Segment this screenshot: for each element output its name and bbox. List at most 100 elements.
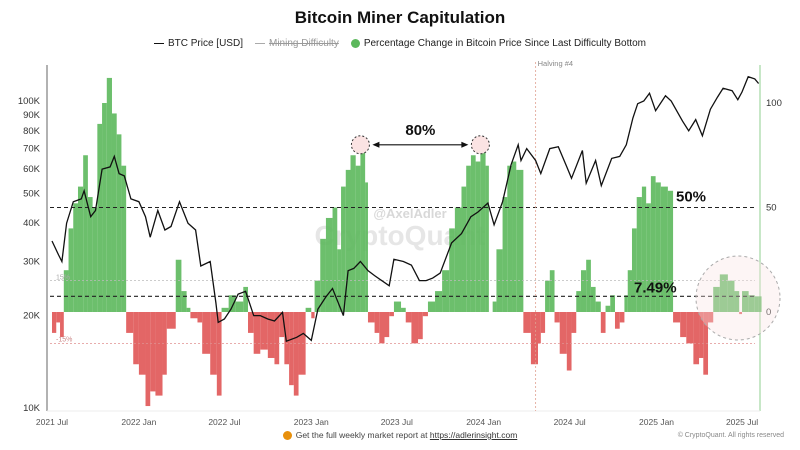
pct-bar: [305, 307, 312, 312]
pct-bar: [379, 312, 385, 344]
x-tick-label: 2023 Jul: [381, 417, 413, 427]
pct-bar: [401, 307, 406, 312]
pct-bar: [650, 176, 656, 312]
pct-bar: [667, 190, 674, 312]
legend-item-pct-change[interactable]: Percentage Change in Bitcoin Price Since…: [350, 38, 647, 49]
pct-bar: [523, 312, 531, 333]
arrow-head-icon: [461, 141, 469, 148]
pct-bar: [758, 296, 762, 312]
pct-bar: [175, 259, 182, 312]
pct-bar: [646, 203, 651, 312]
pct-bar: [92, 207, 98, 312]
pct-bar: [610, 295, 615, 312]
pct-bar: [418, 312, 423, 340]
dot-swatch-icon: [350, 39, 360, 48]
footer-link[interactable]: https://adlerinsight.com: [429, 430, 518, 440]
x-tick-label: 2023 Jan: [294, 417, 329, 427]
pct-bar: [150, 312, 156, 392]
pct-bar: [624, 295, 628, 312]
pct-bar: [708, 312, 714, 323]
pct-bar: [571, 312, 577, 333]
pct-bar: [427, 301, 436, 312]
pct-bar: [367, 312, 375, 323]
legend-item-btc-price[interactable]: BTC Price [USD]: [153, 38, 243, 49]
pct-bar: [345, 169, 351, 312]
pct-bar: [673, 312, 681, 323]
x-tick-label: 2021 Jul: [36, 417, 68, 427]
pct-bar: [216, 312, 222, 396]
pct-bar: [279, 312, 285, 338]
pct-bar: [374, 312, 380, 333]
pct-bar: [311, 312, 315, 319]
pct-bar: [748, 295, 755, 312]
pct-bar: [121, 165, 127, 312]
pct-bar: [559, 312, 567, 354]
pct-bar: [554, 312, 560, 323]
right-tick-label: 50: [766, 203, 777, 214]
pct-bar: [235, 301, 244, 312]
pct-bar: [243, 286, 249, 312]
pct-bar: [60, 312, 64, 338]
pct-bar: [274, 312, 280, 365]
reference-label-15: 15%: [56, 275, 70, 282]
pct-bar: [586, 259, 591, 312]
line-swatch-icon: [254, 42, 265, 45]
pct-bar: [355, 165, 361, 312]
pct-bar: [454, 207, 462, 312]
pct-bar: [742, 291, 749, 312]
pct-bar: [289, 312, 294, 386]
left-tick-label: 60K: [23, 164, 41, 175]
pct-bar: [52, 312, 57, 333]
x-tick-label: 2022 Jan: [121, 417, 156, 427]
line-swatch-icon: [153, 42, 164, 45]
pct-bar: [267, 312, 275, 358]
pct-bar: [365, 182, 368, 312]
pct-bar: [631, 228, 637, 312]
pct-bar: [655, 182, 661, 312]
legend-label: BTC Price [USD]: [167, 38, 243, 49]
pct-bar: [202, 312, 211, 354]
pct-bar: [699, 312, 704, 358]
pct-bar: [210, 312, 217, 375]
reference-label-749: 7.49%: [634, 279, 677, 296]
legend-label: Percentage Change in Bitcoin Price Since…: [363, 38, 647, 49]
pct-bar: [63, 270, 69, 312]
pct-bar: [56, 312, 61, 323]
pct-bar: [133, 312, 139, 365]
pct-bar: [719, 274, 728, 312]
pct-bar: [512, 161, 517, 312]
pct-bar: [87, 197, 93, 312]
arrow-head-icon: [372, 141, 380, 148]
pct-bar: [566, 312, 572, 371]
pct-bar: [627, 270, 632, 312]
pct-bar: [619, 312, 625, 323]
footer: Get the full weekly market report at htt…: [0, 430, 800, 441]
pct-bar: [166, 312, 176, 329]
pct-bar: [260, 312, 268, 350]
pct-bar: [693, 312, 700, 365]
pct-bar: [350, 155, 356, 312]
pct-bar: [713, 286, 720, 312]
pct-bar: [636, 197, 642, 312]
left-tick-label: 100K: [18, 96, 41, 107]
pct-bar: [248, 312, 254, 333]
left-tick-label: 50K: [23, 188, 41, 199]
legend-item-mining-difficulty[interactable]: Mining Difficulty: [254, 38, 339, 49]
watermark-handle: @AxelAdler: [373, 206, 446, 221]
pct-bar: [83, 155, 88, 312]
left-tick-label: 10K: [23, 403, 41, 414]
pct-bar: [449, 228, 455, 312]
coin-icon: [282, 431, 292, 441]
pct-bar: [111, 113, 117, 312]
pct-bar: [475, 161, 481, 312]
pct-bar: [435, 291, 443, 312]
left-tick-label: 80K: [23, 126, 41, 137]
pct-bar: [97, 123, 103, 313]
right-tick-label: 100: [766, 98, 782, 109]
pct-bar: [502, 197, 508, 312]
pct-bar: [389, 312, 394, 317]
pct-bar: [595, 301, 601, 312]
halving-label: Halving #4: [538, 59, 573, 68]
pct-bar: [470, 155, 476, 312]
copyright: © CryptoQuant. All rights reserved: [677, 432, 784, 439]
